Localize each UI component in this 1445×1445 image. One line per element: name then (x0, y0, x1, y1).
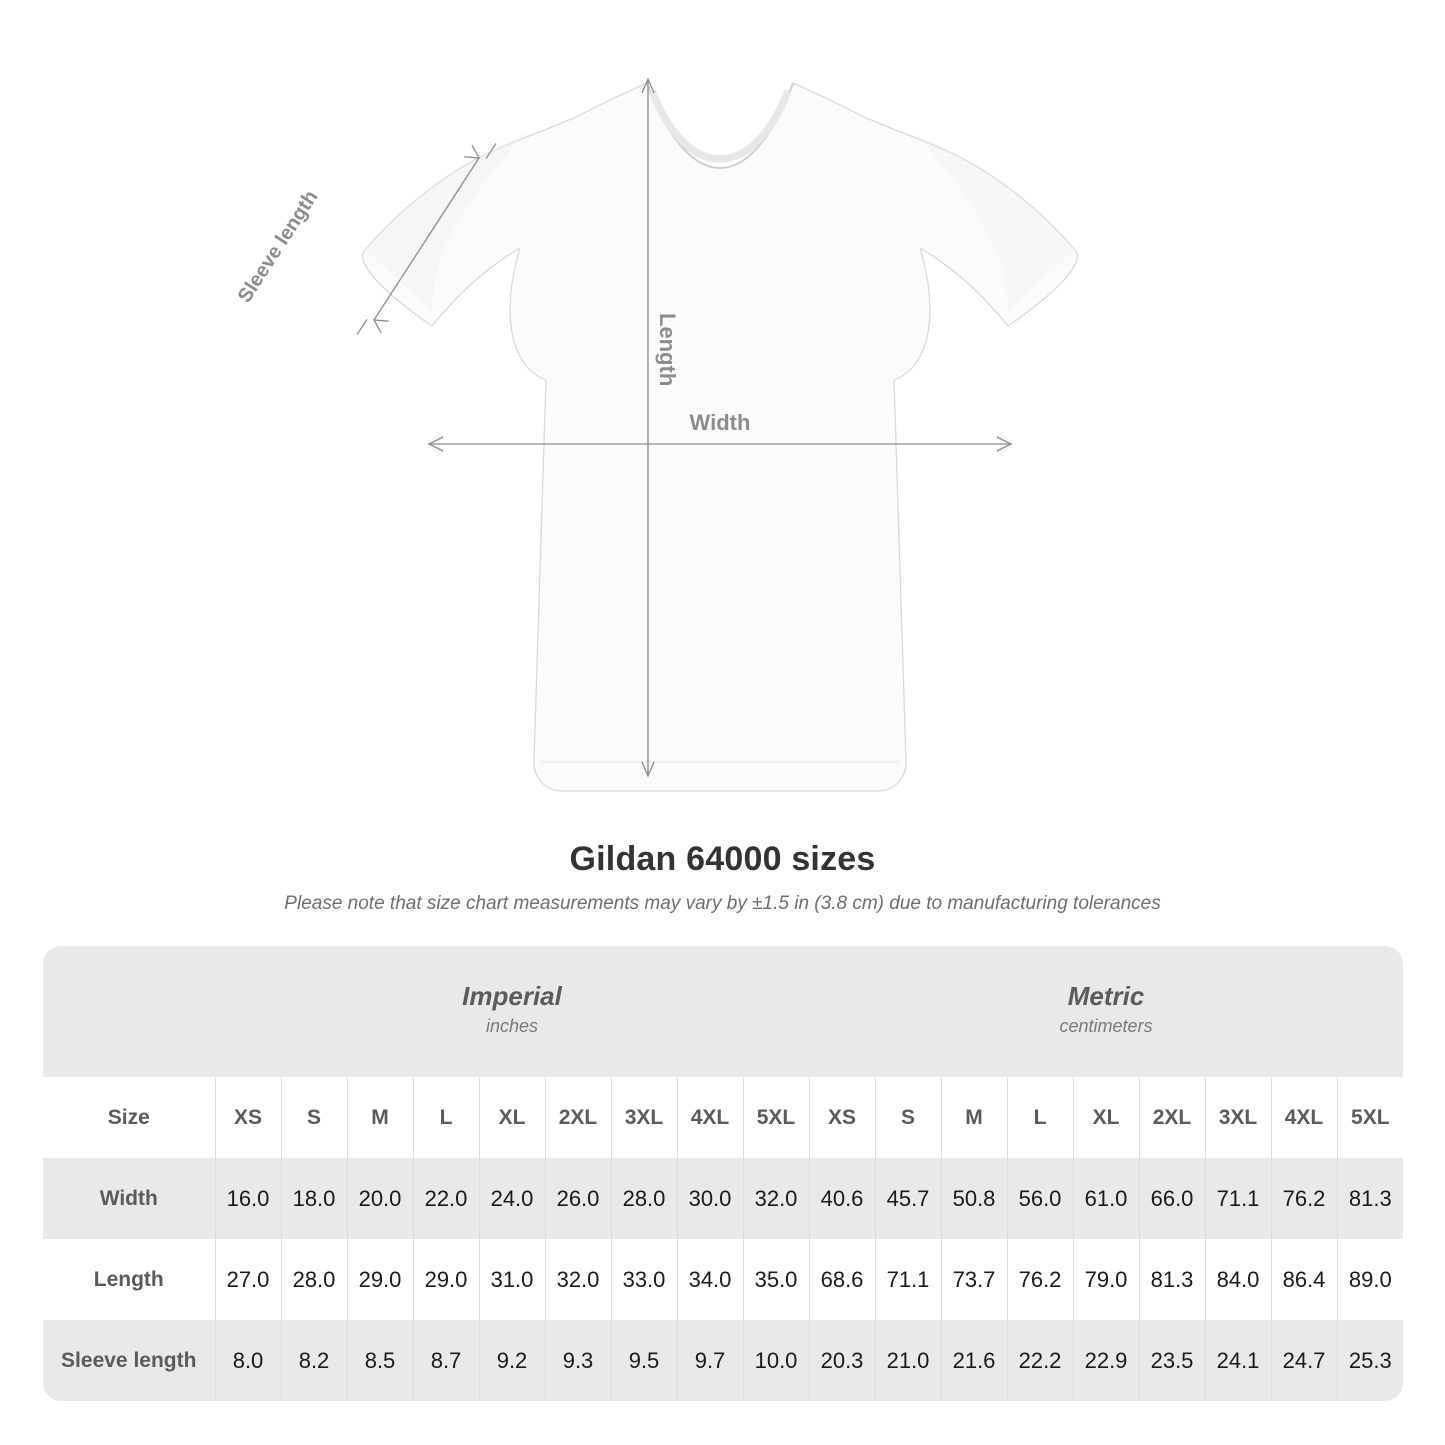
svg-text:Sleeve length: Sleeve length (234, 187, 323, 307)
svg-text:Length: Length (655, 313, 680, 386)
svg-text:Width: Width (690, 410, 751, 435)
